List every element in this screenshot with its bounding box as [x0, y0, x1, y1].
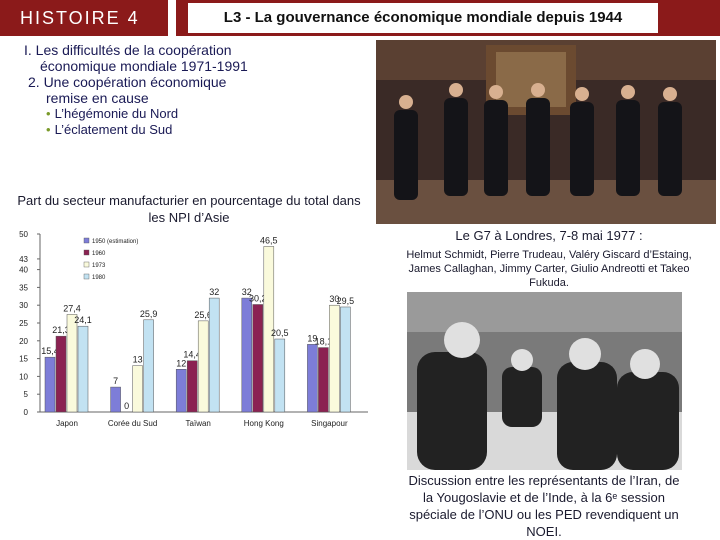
bar-4-4 — [274, 338, 286, 413]
lesson-outline: I. Les difficultés de la coopération éco… — [24, 42, 364, 138]
legend-swatch — [83, 261, 90, 268]
data-label: 30,2 — [249, 293, 267, 303]
bar-4-1 — [241, 297, 253, 413]
bullet-2-text: L’éclatement du Sud — [54, 122, 173, 137]
data-label: 32 — [209, 287, 219, 297]
y-tick-label: 40 — [19, 266, 28, 275]
outline-part2-line1: 2. Une coopération économique — [28, 74, 227, 90]
outline-bullet-1: • L’hégémonie du Nord — [46, 106, 364, 122]
data-label: 18,1 — [315, 337, 333, 347]
y-tick-label: 50 — [19, 230, 28, 239]
bar-3-2 — [186, 360, 198, 413]
data-label: 32 — [242, 287, 252, 297]
y-tick-label: 43 — [19, 255, 28, 264]
data-label: 46,5 — [260, 235, 278, 245]
data-label: 24,1 — [74, 315, 92, 325]
bar-3-3 — [197, 320, 209, 413]
outline-bullet-2: • L’éclatement du Sud — [46, 122, 364, 138]
bar-5-2 — [318, 347, 329, 413]
slide-title: L3 - La gouvernance économique mondiale … — [188, 3, 658, 33]
data-label: 13 — [133, 355, 143, 365]
bar-1-2 — [55, 335, 67, 413]
data-label: 27,4 — [63, 303, 81, 313]
data-label: 29,5 — [337, 296, 355, 306]
bullet-icon: • — [46, 106, 51, 121]
data-label: 20,5 — [271, 328, 289, 338]
bar-5-1 — [307, 344, 318, 413]
bar-3-4 — [208, 297, 220, 413]
bar-1-3 — [66, 314, 78, 413]
y-tick-label: 0 — [24, 408, 29, 417]
manufacturing-share-chart: 0 5 10 15 20 25 30 35 40 43 50 Japon 15,4 21,3 27,4 24,… — [19, 230, 368, 428]
legend-label: 1960 — [92, 251, 106, 257]
data-label: 15,4 — [41, 346, 59, 356]
y-tick-label: 15 — [19, 355, 28, 364]
unctad-photo — [407, 292, 682, 470]
bar-2-1 — [110, 386, 121, 413]
g7-photo-image — [376, 40, 716, 224]
data-label: 25,6 — [194, 310, 212, 320]
bar-5-3 — [329, 304, 340, 413]
x-tick-label: Corée du Sud — [108, 419, 157, 428]
legend-swatch — [83, 273, 90, 280]
y-tick-label: 35 — [19, 283, 28, 292]
data-label: 12 — [176, 358, 186, 368]
bullet-icon: • — [46, 122, 51, 137]
bar-5-4 — [340, 306, 351, 413]
x-tick-label: Japon — [56, 419, 78, 428]
g7-caption-title: Le G7 à Londres, 7-8 mai 1977 : — [455, 228, 643, 243]
bar-4-3 — [263, 246, 275, 413]
legend-label: 1973 — [92, 263, 106, 269]
outline-part1-line2: économique mondiale 1971-1991 — [40, 58, 248, 74]
g7-caption-names: Helmut Schmidt, Pierre Trudeau, Valéry G… — [406, 249, 692, 289]
y-tick-label: 10 — [19, 372, 28, 381]
legend-label: 1980 — [92, 275, 106, 281]
section-header: HISTOIRE 4 — [0, 0, 168, 36]
legend-swatch — [83, 237, 90, 244]
outline-part2-line2: remise en cause — [46, 90, 149, 106]
unctad-photo-image — [407, 292, 682, 470]
data-label: 7 — [113, 376, 118, 386]
bar-4-2 — [252, 304, 264, 413]
data-label: 21,3 — [52, 325, 70, 335]
legend-swatch — [83, 249, 90, 256]
bar-1-4 — [77, 325, 89, 413]
data-label: 14,4 — [183, 350, 201, 360]
unctad-caption: Discussion entre les représentants de l’… — [408, 473, 680, 539]
x-tick-label: Hong Kong — [244, 419, 284, 428]
y-tick-label: 25 — [19, 319, 28, 328]
data-label: 19 — [307, 333, 317, 343]
data-label: 0 — [124, 401, 129, 411]
bullet-1-text: L’hégémonie du Nord — [54, 106, 179, 121]
data-label: 30 — [329, 294, 339, 304]
bar-1-1 — [44, 356, 56, 413]
legend-label: 1950 (estimation) — [92, 239, 138, 245]
section-label: HISTOIRE 4 — [20, 8, 140, 28]
outline-part1-line1: I. Les difficultés de la coopération — [24, 42, 232, 58]
data-label: 25,9 — [140, 309, 158, 319]
x-tick-label: Taïwan — [186, 419, 211, 428]
bar-2-4 — [143, 319, 154, 413]
bar-2-3 — [132, 365, 143, 413]
y-tick-label: 5 — [24, 390, 29, 399]
y-tick-label: 30 — [19, 301, 28, 310]
chart-title: Part du secteur manufacturier en pourcen… — [17, 193, 361, 225]
g7-photo — [376, 40, 716, 224]
x-tick-label: Singapour — [311, 419, 348, 428]
bar-3-1 — [175, 369, 187, 413]
y-tick-label: 20 — [19, 337, 28, 346]
